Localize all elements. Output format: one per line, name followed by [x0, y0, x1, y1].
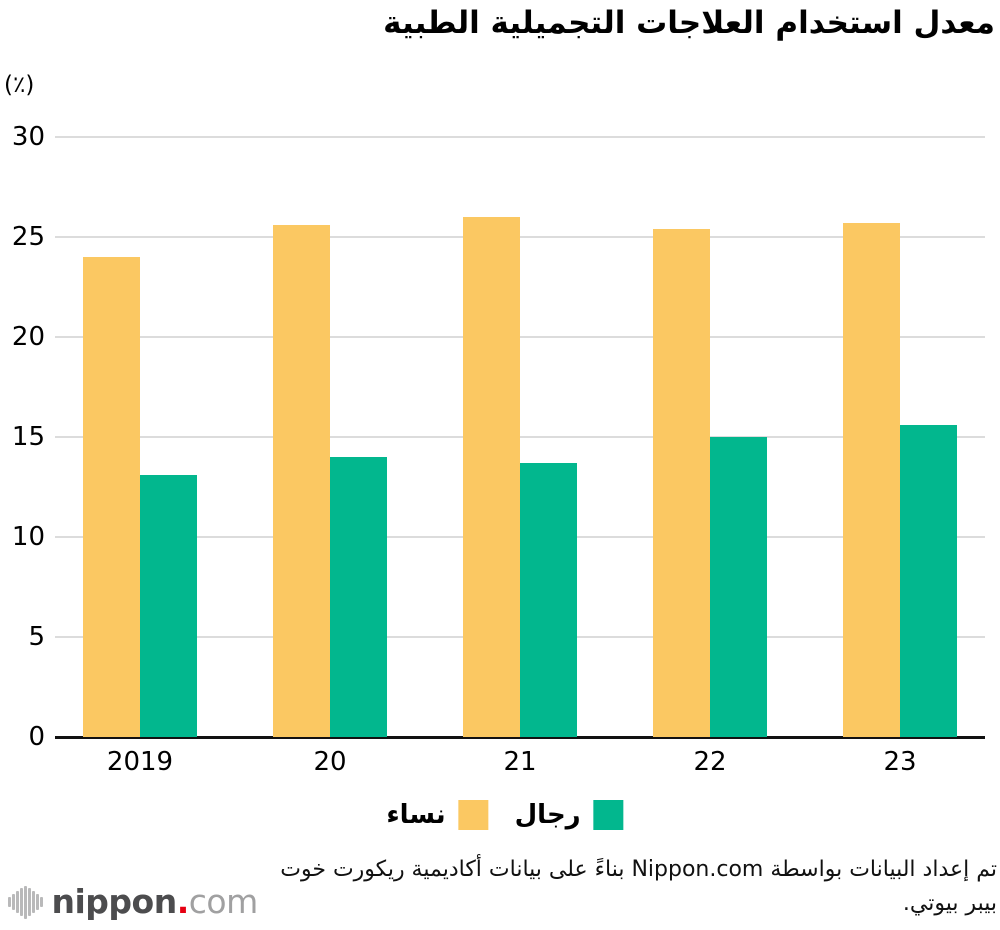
legend-label: نساء	[386, 800, 446, 830]
legend-item: رجال	[515, 800, 624, 830]
bar-women-21	[463, 217, 520, 737]
x-tick-label: 2019	[106, 747, 174, 777]
bar-men-22	[710, 437, 767, 737]
x-tick-label: 22	[693, 747, 727, 777]
bar-men-23	[900, 425, 957, 737]
gridline	[55, 336, 985, 338]
bar-men-20	[330, 457, 387, 737]
logo-text: nippon.com	[51, 882, 259, 921]
legend-swatch	[593, 800, 624, 830]
legend-label: رجال	[514, 800, 581, 830]
bar-women-2019	[83, 257, 140, 737]
y-tick-label: 15	[11, 422, 45, 452]
y-tick-label: 10	[11, 522, 45, 552]
bar-men-21	[520, 463, 577, 737]
y-tick-label: 0	[28, 722, 45, 752]
x-tick-label: 21	[503, 747, 537, 777]
chart-title: معدل استخدام العلاجات التجميلية الطبية	[383, 5, 995, 41]
gridline	[55, 236, 985, 238]
x-tick-label: 20	[313, 747, 347, 777]
legend: رجال نساء	[386, 800, 624, 830]
x-tick-label: 23	[883, 747, 917, 777]
nippon-logo: nippon.com	[8, 884, 258, 920]
legend-swatch	[458, 800, 489, 830]
x-axis-line	[55, 735, 985, 739]
gridline	[55, 436, 985, 438]
logo-wave-icon	[8, 884, 43, 920]
logo-dot: .	[176, 882, 190, 921]
logo-text-com: com	[188, 882, 258, 921]
gridline	[55, 136, 985, 138]
y-tick-label: 30	[11, 122, 45, 152]
y-tick-label: 25	[11, 222, 45, 252]
bar-men-2019	[140, 475, 197, 737]
bar-women-23	[843, 223, 900, 737]
bar-women-20	[273, 225, 330, 737]
legend-item: نساء	[386, 800, 489, 830]
source-note: تم إعداد البيانات بواسطة Nippon.com بناء…	[280, 857, 997, 916]
bar-women-22	[653, 229, 710, 737]
y-tick-label: 20	[11, 322, 45, 352]
logo-text-nippon: nippon	[51, 882, 178, 921]
y-axis-unit-label: (٪)	[4, 72, 35, 98]
y-tick-label: 5	[28, 622, 45, 652]
